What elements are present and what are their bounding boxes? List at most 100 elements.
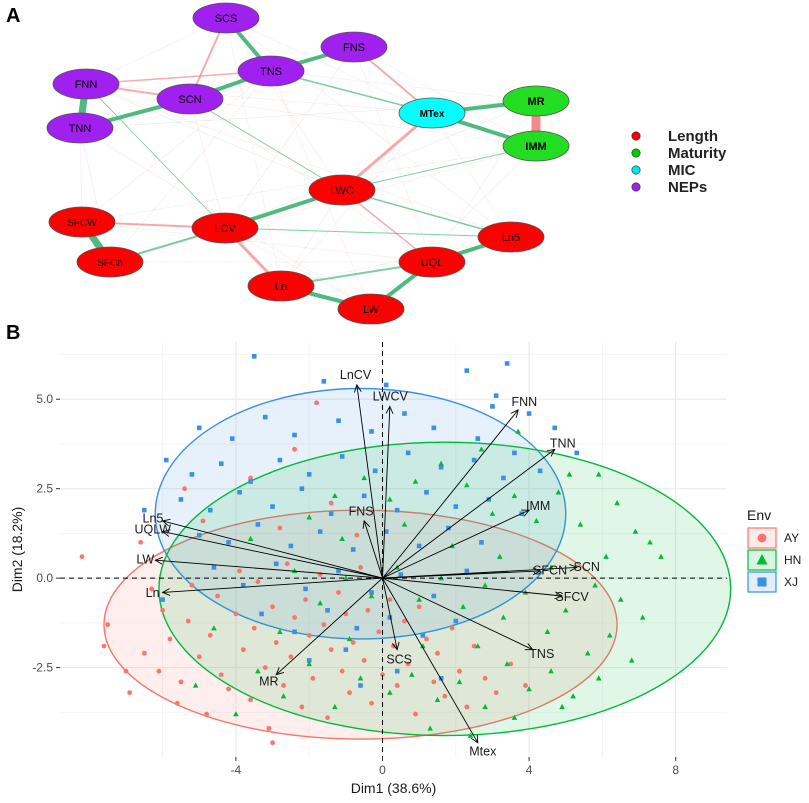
point-hn xyxy=(489,510,496,516)
point-ay xyxy=(281,683,286,688)
node-shape xyxy=(237,55,305,87)
loading-label: TNS xyxy=(529,647,554,661)
point-ay xyxy=(508,661,514,667)
node-shape xyxy=(502,130,570,162)
arrow-shaft xyxy=(382,577,533,651)
point-hn xyxy=(496,553,503,559)
node-mtex: MTex xyxy=(398,97,466,129)
faint-edge xyxy=(224,227,372,310)
env-legend: Env AY HN XJ xyxy=(747,507,801,593)
point-ay xyxy=(178,679,184,685)
arrow-shaft xyxy=(162,577,383,593)
point-hn xyxy=(412,478,419,484)
arrow-shaft xyxy=(382,570,541,579)
node-shape xyxy=(48,206,116,238)
point-xj xyxy=(160,597,165,602)
point-xj xyxy=(402,411,407,416)
edge-LCV-Ln5 xyxy=(224,227,512,238)
point-xj xyxy=(431,425,437,431)
point-hn xyxy=(606,632,613,638)
node-label: Ln xyxy=(275,281,287,293)
node-tns: TNS xyxy=(237,55,305,87)
point-xj xyxy=(292,629,297,635)
faint-edge xyxy=(189,98,226,229)
loading-label: SCN xyxy=(574,560,600,574)
point-ay xyxy=(284,561,290,567)
point-hn xyxy=(592,582,598,588)
point-ay xyxy=(248,697,253,703)
point-xj xyxy=(574,450,580,456)
point-hn xyxy=(595,471,602,477)
faint-edge xyxy=(225,17,512,238)
point-xj xyxy=(328,511,334,517)
arrow-shaft xyxy=(363,520,383,579)
arrow-sfcv: SFCV xyxy=(382,577,589,604)
legend-label: HN xyxy=(784,553,801,567)
point-xj xyxy=(321,379,327,384)
loading-label: TNN xyxy=(550,436,576,450)
point-xj xyxy=(343,647,349,652)
edge-IMM-LWC xyxy=(341,145,537,191)
point-hn xyxy=(434,696,441,702)
point-ay xyxy=(376,629,382,635)
scatter-points xyxy=(79,354,664,746)
node-label: TNS xyxy=(260,66,282,78)
point-ay xyxy=(248,475,253,481)
point-xj xyxy=(163,457,169,463)
point-xj xyxy=(453,504,459,509)
faint-edge xyxy=(189,98,537,147)
panel-a-label: A xyxy=(6,5,20,27)
point-ay xyxy=(207,632,213,638)
node-label: MR xyxy=(527,96,544,108)
point-ay xyxy=(343,611,349,617)
x-tick-label: 4 xyxy=(526,763,533,777)
x-axis-label: Dim1 (38.6%) xyxy=(351,780,437,796)
point-ay xyxy=(251,625,257,631)
arrow-shaft xyxy=(382,448,556,579)
confidence-ellipses xyxy=(103,387,732,740)
arrow-head xyxy=(154,556,163,565)
node-sfcn: SFCn xyxy=(76,246,144,278)
node-shape xyxy=(76,246,144,278)
point-xj xyxy=(424,489,429,495)
node-shape xyxy=(337,293,405,325)
arrow-head xyxy=(569,563,578,572)
point-xj xyxy=(325,608,330,613)
point-ay xyxy=(204,711,209,717)
y-tick-label: 2.5 xyxy=(36,482,53,496)
point-xj xyxy=(178,497,184,502)
faint-edge xyxy=(280,189,343,287)
point-ay xyxy=(424,636,429,642)
legend-item-ay: AY xyxy=(747,527,799,549)
node-shape xyxy=(308,174,376,206)
node-fnn: FNN xyxy=(52,68,120,100)
arrow-shaft xyxy=(382,409,519,579)
arrow-head xyxy=(532,567,542,576)
point-ay xyxy=(101,643,107,649)
point-hn xyxy=(647,539,653,545)
arrow-shaft xyxy=(275,577,383,676)
faint-edge xyxy=(81,145,537,223)
point-ay xyxy=(182,486,188,492)
point-xj xyxy=(453,618,459,624)
arrow-uqlw: UQLW xyxy=(135,523,383,579)
arrow-shaft xyxy=(162,531,383,579)
point-xj xyxy=(552,425,558,431)
point-xj xyxy=(306,658,312,663)
point-xj xyxy=(431,593,437,599)
point-xj xyxy=(475,436,481,441)
point-hn xyxy=(416,596,422,602)
point-hn xyxy=(409,671,415,677)
arrow-mr: MR xyxy=(259,577,383,688)
loading-label: FNN xyxy=(512,395,538,409)
arrow-shaft xyxy=(382,406,391,579)
node-imm: IMM xyxy=(502,130,570,162)
point-ay xyxy=(292,446,297,452)
point-hn xyxy=(368,593,375,599)
point-ay xyxy=(328,647,334,653)
edge-SCN-LWC xyxy=(189,98,343,191)
legend-title: Env xyxy=(747,507,771,523)
point-ay xyxy=(471,643,477,649)
